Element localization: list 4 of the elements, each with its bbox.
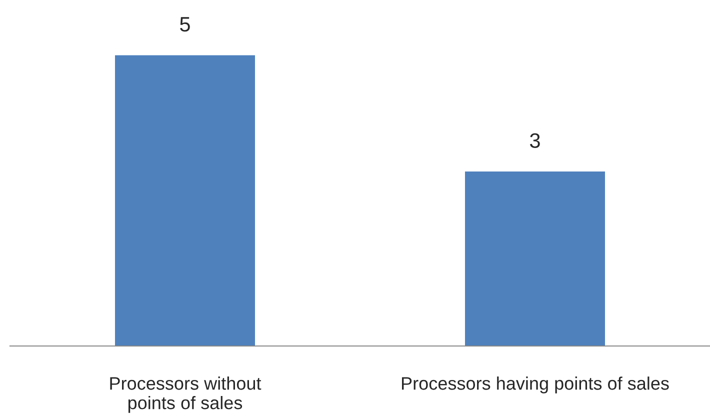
x-tick-label: Processors having points of sales	[402, 376, 669, 394]
data-label: 3	[530, 133, 540, 148]
data-label: 5	[180, 17, 190, 32]
x-tick-label: Processors without points of sales	[110, 376, 262, 413]
